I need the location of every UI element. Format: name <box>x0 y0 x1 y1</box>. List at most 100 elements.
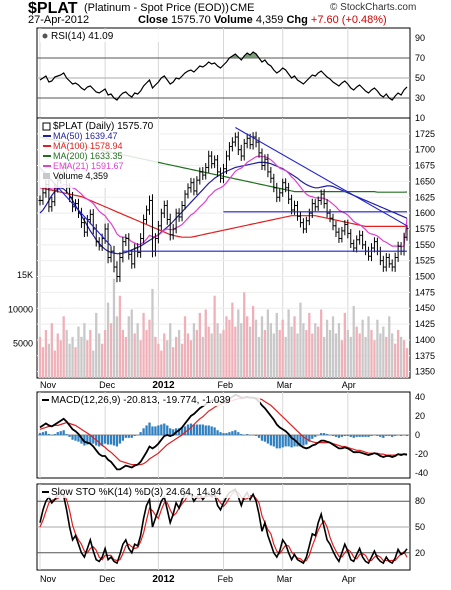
macd-histogram-bar <box>53 434 56 435</box>
macd-histogram-bar <box>157 425 160 435</box>
volume-bar <box>254 319 258 378</box>
macd-label: MACD(12,26,9) -20.813, -19.774, -1.039 <box>51 395 231 406</box>
stochastic-y-tick-label: 20 <box>415 548 425 558</box>
volume-bar <box>379 333 382 378</box>
macd-histogram-bar <box>337 435 341 438</box>
volume-bar <box>263 330 267 378</box>
volume-bar <box>106 302 110 378</box>
stochastic-label-bg <box>40 486 250 498</box>
price-y-tick-label: 1550 <box>415 240 435 250</box>
macd-histogram-bar <box>163 423 166 435</box>
macd-histogram-bar <box>189 423 193 435</box>
volume-bar <box>272 333 275 378</box>
macd-histogram-bar <box>166 425 169 435</box>
volume-bar <box>358 333 361 378</box>
macd-histogram-bar <box>275 435 278 449</box>
volume-bar <box>86 340 89 378</box>
volume-label: Volume <box>213 14 253 26</box>
macd-histogram-bar <box>148 422 151 435</box>
volume-bar <box>243 292 246 378</box>
volume-bar <box>124 336 127 378</box>
macd-histogram-bar <box>71 435 74 440</box>
x-tick-label-bottom: Feb <box>218 574 234 584</box>
macd-histogram-bar <box>340 435 344 437</box>
price-y-tick-label: 1475 <box>415 287 435 297</box>
volume-bar <box>216 323 219 378</box>
macd-histogram-bar <box>317 435 320 436</box>
volume-bar <box>376 319 379 378</box>
volume-bar <box>305 330 308 378</box>
x-tick-label-bottom: 2012 <box>152 574 175 585</box>
macd-histogram-bar <box>334 435 338 437</box>
volume-bar <box>207 326 210 378</box>
macd-histogram-bar <box>263 435 267 442</box>
macd-histogram-bar <box>154 426 157 435</box>
volume-bar <box>284 336 287 378</box>
volume-bar <box>210 333 213 378</box>
macd-histogram-bar <box>133 435 136 436</box>
volume-bar <box>299 302 302 378</box>
volume-bar <box>142 312 145 378</box>
x-tick-label: Mar <box>277 380 293 390</box>
price-y-tick-label: 1600 <box>415 208 435 218</box>
price-y-tick-label: 1425 <box>415 319 435 329</box>
ma100-line <box>39 187 408 238</box>
stochastic-y-tick-label: 80 <box>415 496 425 506</box>
volume-bar <box>38 336 42 378</box>
brand-logo[interactable]: © StockCharts.com <box>330 2 417 13</box>
exchange-label: CME <box>230 2 255 14</box>
price-y-tick-label: 1525 <box>415 256 435 266</box>
macd-histogram-bar <box>65 434 68 435</box>
macd-histogram-bar <box>50 435 53 436</box>
macd-histogram-bar <box>127 435 130 438</box>
macd-histogram-bar <box>328 435 332 436</box>
volume-bar <box>373 340 376 378</box>
volume-bar <box>388 316 391 378</box>
macd-histogram-bar <box>201 424 204 435</box>
macd-histogram-bar <box>198 424 201 435</box>
macd-histogram-bar <box>251 435 255 436</box>
volume-bar <box>367 316 370 378</box>
macd-histogram-bar <box>376 435 379 436</box>
volume-bar <box>355 326 358 378</box>
volume-bar <box>172 347 175 378</box>
macd-histogram-bar <box>394 435 397 436</box>
volume-bar <box>41 347 45 378</box>
volume-bar <box>154 336 157 378</box>
legend-label-ema21: EMA(21) 1591.67 <box>53 161 124 171</box>
volume-bar <box>396 330 400 378</box>
macd-histogram-bar <box>379 435 382 437</box>
macd-histogram-bar <box>74 435 77 441</box>
volume-bar <box>95 312 98 378</box>
volume-legend-swatch <box>43 173 50 179</box>
volume-bar <box>175 336 178 378</box>
macd-histogram-bar <box>210 426 213 435</box>
macd-histogram-bar <box>106 435 110 445</box>
macd-histogram-bar <box>388 435 391 436</box>
volume-bar <box>59 340 62 378</box>
macd-histogram-bar <box>314 435 317 437</box>
macd-y-tick-label: 0 <box>415 430 420 440</box>
macd-histogram-bar <box>355 435 358 437</box>
volume-bar <box>219 333 222 378</box>
volume-bar <box>177 330 181 378</box>
volume-bar <box>112 278 116 378</box>
macd-histogram-bar <box>204 425 207 435</box>
volume-bar <box>136 323 139 378</box>
macd-histogram-bar <box>296 435 299 447</box>
symbol-title: $PLAT <box>28 0 78 17</box>
volume-bar <box>222 330 225 378</box>
volume-bar <box>198 312 201 378</box>
rsi-label-bg <box>40 30 170 42</box>
rsi-y-tick-label: 90 <box>415 33 425 43</box>
x-tick-label: Dec <box>99 380 116 390</box>
volume-bar <box>169 323 172 378</box>
x-tick-label: Apr <box>342 380 356 390</box>
macd-histogram-bar <box>44 431 48 435</box>
volume-bar <box>340 340 344 378</box>
macd-histogram-bar <box>124 435 127 438</box>
x-tick-label-bottom: Mar <box>277 574 293 584</box>
volume-bar <box>248 326 252 378</box>
volume-bar <box>391 333 394 378</box>
macd-histogram-bar <box>86 435 89 445</box>
